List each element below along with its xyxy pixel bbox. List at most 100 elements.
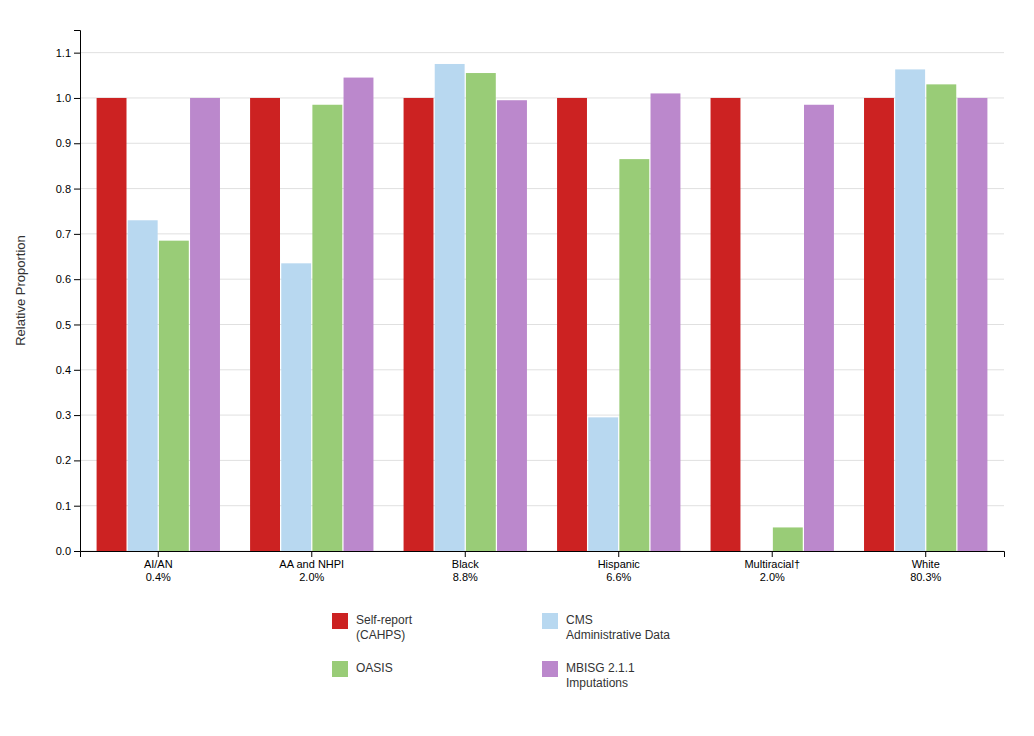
x-tick: AI/AN0.4% bbox=[144, 551, 173, 583]
legend-label-line: Administrative Data bbox=[566, 628, 670, 642]
y-tick-mark bbox=[74, 415, 80, 416]
y-tick-mark bbox=[74, 53, 80, 54]
x-tick-label: Multiracial†2.0% bbox=[744, 558, 800, 583]
y-tick-mark bbox=[74, 460, 80, 461]
bar bbox=[804, 105, 834, 551]
x-tick-mark bbox=[925, 551, 926, 557]
x-tick-mark bbox=[618, 551, 619, 557]
y-tick: 1.0 bbox=[56, 92, 80, 104]
y-tick-label: 0.2 bbox=[56, 454, 71, 466]
bar bbox=[281, 263, 311, 551]
x-tick-label: Hispanic6.6% bbox=[598, 558, 641, 583]
y-tick: 0.4 bbox=[56, 364, 80, 376]
y-axis-line bbox=[74, 31, 81, 552]
x-tick: Hispanic6.6% bbox=[598, 551, 641, 583]
bar bbox=[773, 527, 803, 551]
chart: 0.00.10.20.30.40.50.60.70.80.91.01.1AI/A… bbox=[0, 0, 1034, 736]
bar bbox=[957, 98, 987, 551]
x-tick-label-line: 6.6% bbox=[606, 571, 631, 583]
bar bbox=[711, 98, 741, 551]
x-tick-label: Black8.8% bbox=[452, 558, 479, 583]
x-tick-label-line: Hispanic bbox=[598, 558, 641, 570]
legend-label-line: Imputations bbox=[566, 676, 628, 690]
x-tick-label: AA and NHPI2.0% bbox=[279, 558, 344, 583]
bar-series bbox=[159, 73, 956, 551]
y-tick-label: 0.1 bbox=[56, 500, 71, 512]
bar bbox=[312, 105, 342, 551]
bar bbox=[864, 98, 894, 551]
grid-line bbox=[80, 52, 1004, 53]
legend-label-line: CMS bbox=[566, 613, 593, 627]
bar bbox=[619, 159, 649, 551]
y-tick-mark bbox=[74, 98, 80, 99]
x-tick-mark bbox=[158, 551, 159, 557]
bar bbox=[588, 417, 618, 551]
y-axis-title: Relative Proportion bbox=[13, 235, 28, 346]
legend-swatch bbox=[332, 661, 348, 677]
y-tick-mark bbox=[74, 234, 80, 235]
x-tick-label-line: AA and NHPI bbox=[279, 558, 344, 570]
x-tick-label: AI/AN0.4% bbox=[144, 558, 173, 583]
bar-series bbox=[190, 78, 987, 551]
x-tick: White80.3% bbox=[910, 551, 941, 583]
x-tick: AA and NHPI2.0% bbox=[279, 551, 344, 583]
bar bbox=[466, 73, 496, 551]
legend: Self-report(CAHPS) CMSAdministrative Data… bbox=[332, 613, 670, 690]
legend-swatch bbox=[332, 613, 348, 629]
y-tick-label: 0.7 bbox=[56, 228, 71, 240]
x-axis: AI/AN0.4%AA and NHPI2.0%Black8.8%Hispani… bbox=[81, 551, 1005, 583]
x-tick: Black8.8% bbox=[452, 551, 479, 583]
y-tick: 0.0 bbox=[56, 545, 80, 557]
y-tick-label: 0.9 bbox=[56, 137, 71, 149]
y-tick: 1.1 bbox=[56, 47, 80, 59]
legend-label-line: Self-report bbox=[356, 613, 413, 627]
y-tick-mark bbox=[74, 189, 80, 190]
legend-item: Self-report(CAHPS) bbox=[332, 613, 413, 642]
x-tick-label: White80.3% bbox=[910, 558, 941, 583]
x-tick-mark bbox=[465, 551, 466, 557]
y-tick-label: 0.8 bbox=[56, 183, 71, 195]
grid bbox=[80, 53, 1004, 551]
bar bbox=[159, 241, 189, 551]
legend-label: MBISG 2.1.1Imputations bbox=[566, 661, 635, 689]
y-axis: 0.00.10.20.30.40.50.60.70.80.91.01.1 bbox=[56, 31, 81, 558]
bar bbox=[557, 98, 587, 551]
x-tick-label-line: 0.4% bbox=[146, 571, 171, 583]
y-tick-mark bbox=[74, 279, 80, 280]
y-tick: 0.9 bbox=[56, 137, 80, 149]
y-tick: 0.8 bbox=[56, 183, 80, 195]
x-tick-label-line: 80.3% bbox=[910, 571, 941, 583]
bar bbox=[250, 98, 280, 551]
y-tick-label: 1.0 bbox=[56, 92, 71, 104]
legend-item: OASIS bbox=[332, 661, 393, 677]
y-tick-mark bbox=[74, 143, 80, 144]
x-tick-mark bbox=[772, 551, 773, 557]
y-tick: 0.1 bbox=[56, 500, 80, 512]
y-tick-label: 1.1 bbox=[56, 47, 71, 59]
legend-swatch bbox=[542, 613, 558, 629]
bar bbox=[895, 69, 925, 551]
y-tick: 0.5 bbox=[56, 318, 80, 330]
x-tick-label-line: AI/AN bbox=[144, 558, 173, 570]
y-tick-mark bbox=[74, 506, 80, 507]
bar bbox=[651, 93, 681, 551]
x-tick-label-line: 2.0% bbox=[760, 571, 785, 583]
plot: 0.00.10.20.30.40.50.60.70.80.91.01.1AI/A… bbox=[13, 31, 1005, 690]
legend-label: OASIS bbox=[356, 661, 393, 675]
x-tick-label-line: Multiracial† bbox=[744, 558, 800, 570]
y-tick-mark bbox=[74, 324, 80, 325]
legend-label-line: MBISG 2.1.1 bbox=[566, 661, 635, 675]
legend-label: Self-report(CAHPS) bbox=[356, 613, 413, 641]
bar bbox=[404, 98, 434, 551]
y-tick: 0.6 bbox=[56, 273, 80, 285]
bar bbox=[344, 78, 374, 551]
y-tick-label: 0.6 bbox=[56, 273, 71, 285]
bar bbox=[435, 64, 465, 551]
x-tick-label-line: White bbox=[912, 558, 940, 570]
legend-label-line: (CAHPS) bbox=[356, 628, 405, 642]
bar bbox=[497, 100, 527, 551]
y-tick: 0.2 bbox=[56, 454, 80, 466]
bar bbox=[926, 84, 956, 551]
y-tick-mark bbox=[74, 370, 80, 371]
bar bbox=[190, 98, 220, 551]
